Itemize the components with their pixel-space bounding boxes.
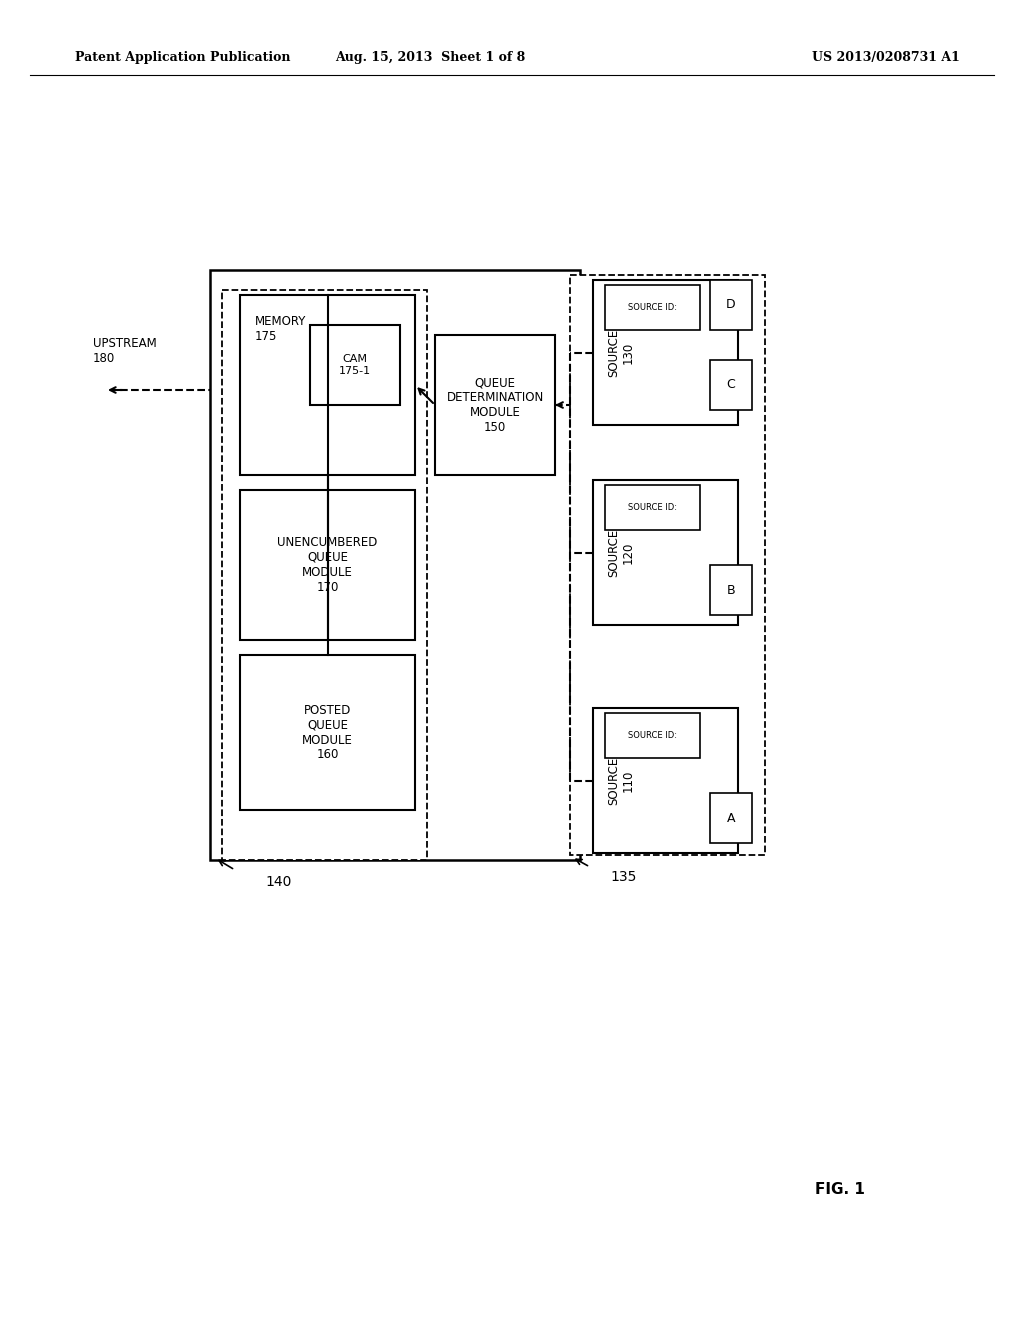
- Text: SOURCE
110: SOURCE 110: [607, 756, 635, 805]
- Text: POSTED
QUEUE
MODULE
160: POSTED QUEUE MODULE 160: [302, 704, 353, 762]
- Bar: [310, 325, 400, 405]
- Bar: [210, 271, 580, 861]
- Bar: [710, 793, 752, 843]
- Text: SOURCE
130: SOURCE 130: [607, 329, 635, 376]
- Text: SOURCE
120: SOURCE 120: [607, 528, 635, 577]
- Text: A: A: [727, 812, 735, 825]
- Text: UPSTREAM
180: UPSTREAM 180: [93, 337, 157, 366]
- Text: US 2013/0208731 A1: US 2013/0208731 A1: [812, 51, 961, 65]
- Bar: [435, 335, 555, 475]
- Text: MEMORY
175: MEMORY 175: [255, 315, 306, 343]
- Text: 135: 135: [610, 870, 636, 884]
- Bar: [593, 480, 738, 624]
- Text: 140: 140: [265, 875, 292, 888]
- Bar: [240, 294, 415, 475]
- Text: SOURCE ID:: SOURCE ID:: [628, 304, 677, 312]
- Bar: [222, 290, 427, 861]
- Bar: [593, 708, 738, 853]
- Bar: [710, 565, 752, 615]
- Text: C: C: [727, 379, 735, 392]
- Bar: [570, 275, 765, 855]
- Text: Patent Application Publication: Patent Application Publication: [75, 51, 291, 65]
- Text: UNENCUMBERED
QUEUE
MODULE
170: UNENCUMBERED QUEUE MODULE 170: [278, 536, 378, 594]
- Bar: [240, 490, 415, 640]
- Bar: [710, 280, 752, 330]
- Bar: [240, 655, 415, 810]
- Text: CAM
175-1: CAM 175-1: [339, 354, 371, 376]
- Text: SOURCE ID:: SOURCE ID:: [628, 731, 677, 741]
- Bar: [593, 280, 738, 425]
- Text: SOURCE ID:: SOURCE ID:: [628, 503, 677, 512]
- Text: D: D: [726, 298, 736, 312]
- Text: FIG. 1: FIG. 1: [815, 1183, 865, 1197]
- Text: QUEUE
DETERMINATION
MODULE
150: QUEUE DETERMINATION MODULE 150: [446, 376, 544, 434]
- Bar: [710, 360, 752, 411]
- Bar: [605, 285, 700, 330]
- Bar: [605, 484, 700, 531]
- Text: Aug. 15, 2013  Sheet 1 of 8: Aug. 15, 2013 Sheet 1 of 8: [335, 51, 525, 65]
- Text: B: B: [727, 583, 735, 597]
- Bar: [605, 713, 700, 758]
